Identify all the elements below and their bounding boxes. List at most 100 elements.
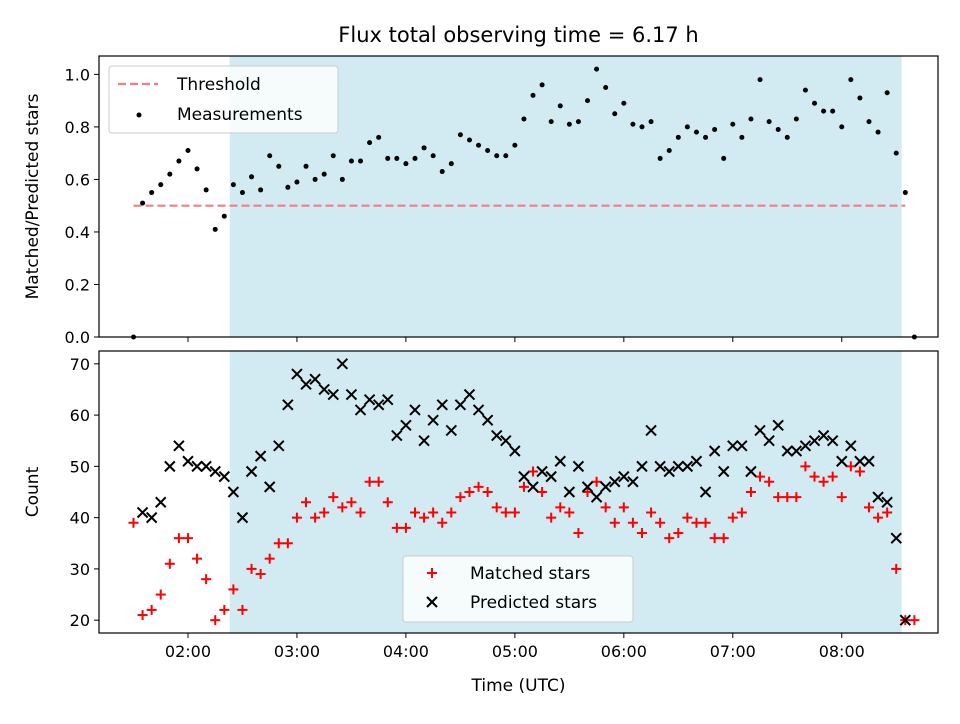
measurement-point — [594, 66, 600, 72]
matched-star-point — [128, 517, 139, 528]
predicted-star-point — [472, 404, 485, 416]
y-tick-label: 60 — [70, 406, 90, 425]
measurement-point — [239, 190, 245, 196]
predicted-star-point — [218, 470, 231, 483]
predicted-star-point — [799, 440, 812, 452]
measurement-point — [367, 140, 373, 146]
y-tick-label: 70 — [70, 355, 90, 374]
predicted-star-point — [699, 486, 712, 498]
predicted-star-point — [372, 399, 385, 411]
measurement-point — [793, 116, 799, 122]
predicted-star-point — [645, 424, 657, 437]
matched-star-point — [518, 481, 529, 492]
predicted-star-point — [254, 450, 267, 462]
matched-star-point — [264, 553, 275, 564]
y-tick-label: 0.4 — [65, 223, 90, 242]
matched-star-point — [873, 512, 884, 523]
measurement-point — [267, 153, 273, 159]
predicted-star-point — [354, 404, 367, 416]
matched-star-point — [618, 502, 629, 513]
predicted-star-point — [817, 429, 830, 442]
matched-legend-label: Matched stars — [470, 564, 590, 584]
measurement-point — [403, 161, 409, 167]
predicted-star-point — [500, 435, 512, 447]
matched-star-point — [237, 604, 248, 615]
predicted-star-point — [618, 470, 630, 483]
matched-star-point — [491, 502, 502, 513]
measurement-point — [575, 119, 581, 125]
figure-title: Flux total observing time = 6.17 h — [338, 23, 698, 47]
measurement-point — [230, 182, 236, 188]
matched-star-point — [891, 563, 902, 574]
measurement-point — [249, 174, 255, 180]
predicted-legend-label: Predicted stars — [470, 593, 597, 613]
predicted-star-point — [309, 373, 321, 385]
measurement-point — [294, 179, 300, 185]
predicted-star-point — [491, 429, 503, 442]
predicted-star-point — [145, 511, 158, 524]
measurement-point — [476, 142, 482, 148]
predicted-star-point — [282, 399, 294, 411]
predicted-star-point — [636, 460, 648, 473]
time-axis-label: Time (UTC) — [471, 676, 566, 696]
measurement-point — [149, 190, 155, 196]
matched-star-point — [255, 569, 266, 580]
predicted-star-point — [763, 435, 775, 447]
measurement-point — [485, 148, 491, 154]
predicted-star-point — [854, 455, 866, 467]
matched-star-point — [391, 522, 402, 533]
matched-star-point — [301, 497, 312, 508]
measurement-point — [684, 124, 690, 130]
measurement-point — [557, 103, 563, 109]
y-tick-label: 30 — [70, 560, 90, 579]
predicted-star-point — [881, 496, 893, 508]
y-tick-label: 0.0 — [65, 328, 90, 347]
measurement-point — [457, 132, 463, 138]
matched-star-point — [382, 497, 393, 508]
predicted-star-point — [718, 465, 730, 478]
matched-star-point — [609, 517, 620, 528]
predicted-legend-swatch — [426, 596, 438, 608]
measurement-point — [494, 153, 500, 159]
matched-star-point — [164, 558, 175, 569]
ratio-panel-legend: Threshold Measurements — [108, 65, 339, 134]
matched-star-point — [337, 502, 348, 513]
measurements-legend-swatch — [136, 112, 142, 118]
measurement-point — [757, 77, 763, 83]
matched-star-point — [446, 507, 457, 518]
measurement-point — [730, 121, 736, 127]
measurement-point — [212, 226, 218, 232]
predicted-star-point — [345, 388, 358, 401]
measurement-point — [185, 148, 191, 154]
predicted-star-point — [336, 358, 349, 370]
matched-star-point — [455, 492, 466, 503]
predicted-star-point — [318, 383, 330, 396]
matched-star-point — [500, 507, 511, 518]
predicted-star-point — [845, 440, 857, 452]
predicted-star-point — [736, 440, 748, 452]
matched-star-point — [591, 476, 602, 487]
measurements-legend-label: Measurements — [177, 105, 303, 125]
predicted-star-point — [745, 465, 757, 478]
matched-star-point — [346, 497, 357, 508]
measurement-point — [884, 90, 890, 96]
x-tick-label: 02:00 — [165, 642, 211, 661]
measurement-point — [739, 134, 745, 140]
matched-star-point — [182, 533, 193, 544]
measurement-point — [439, 169, 445, 175]
matched-star-point — [854, 466, 865, 477]
ratio-panel-y-label: Matched/Predicted stars — [23, 93, 43, 299]
matched-star-point — [419, 512, 430, 523]
predicted-star-point — [200, 460, 212, 473]
matched-star-point — [564, 507, 575, 518]
measurement-point — [167, 171, 173, 177]
x-tick-label: 03:00 — [274, 642, 320, 661]
measurement-point — [812, 100, 818, 106]
measurement-point — [330, 153, 336, 159]
predicted-star-point — [863, 455, 875, 467]
matched-star-point — [682, 512, 693, 523]
matched-star-point — [310, 512, 321, 523]
predicted-star-point — [690, 455, 703, 467]
predicted-star-point — [263, 481, 276, 493]
